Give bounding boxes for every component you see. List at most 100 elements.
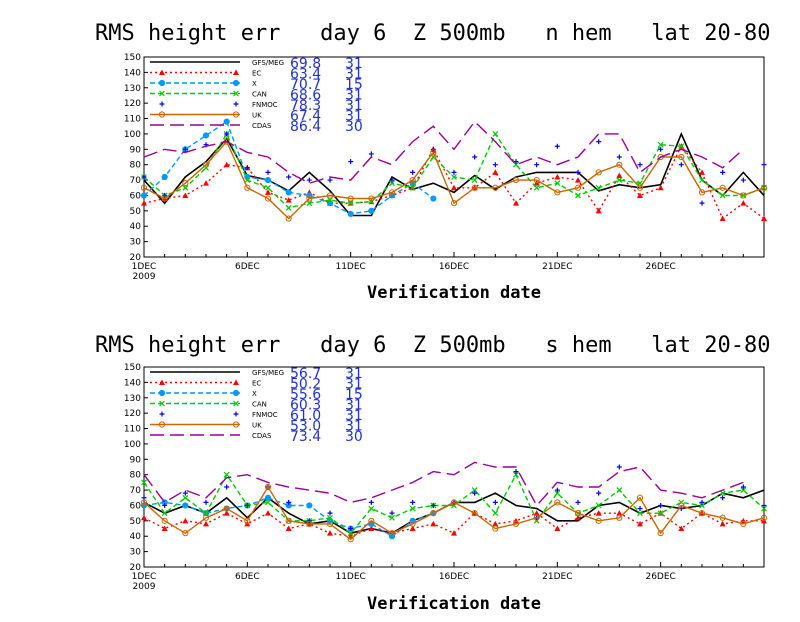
data-point-can [637, 510, 643, 517]
legend-marker-ec [159, 379, 165, 385]
data-point-ec [740, 200, 747, 206]
data-point-uk [161, 517, 168, 524]
data-point-fnmoc [720, 495, 726, 501]
data-point-uk [636, 184, 644, 191]
data-point-ec [223, 161, 230, 168]
data-point-can [203, 510, 209, 517]
data-point-uk [306, 520, 313, 528]
legend-marker-fnmoc [159, 411, 165, 417]
data-point-ec [678, 525, 685, 532]
data-point-ec [719, 215, 726, 222]
y-tick-label: 50 [130, 517, 142, 527]
data-point-fnmoc [327, 177, 333, 183]
data-point-ec [616, 510, 623, 516]
x-tick-label: 26DEC [645, 572, 675, 582]
y-tick-label: 80 [130, 161, 142, 171]
data-point-ec [223, 510, 230, 516]
y-tick-label: 110 [124, 425, 141, 435]
data-point-uk [182, 180, 189, 187]
legend-marker-can [233, 400, 239, 407]
data-point-ec [637, 192, 643, 198]
data-point-uk [388, 530, 396, 537]
legend-marker-ec [233, 69, 239, 75]
plot-area [140, 118, 768, 222]
legend-name-fnmoc: FNMOC [252, 411, 278, 419]
y-axis: 20 30 40 50 60 70 80 90 100 110 120 130 140 150 [124, 53, 148, 263]
y-tick-label: 60 [130, 501, 142, 511]
data-point-fnmoc [492, 499, 498, 505]
data-point-x [161, 173, 168, 181]
x-tick-label: 6DEC [235, 572, 260, 582]
data-point-ec [368, 525, 375, 532]
legend-stat-fnmoc: 61.0 [290, 408, 321, 424]
series-line-x [143, 497, 434, 538]
legend-name-ec: EC [252, 70, 261, 78]
data-point-uk [264, 483, 272, 491]
data-point-uk [347, 536, 354, 543]
data-point-uk [740, 520, 747, 528]
data-point-can [141, 479, 147, 486]
y-tick-label: 70 [130, 176, 142, 186]
data-point-can [761, 505, 767, 512]
legend-marker-ec [233, 379, 239, 385]
y-tick-label: 20 [130, 253, 142, 263]
legend-count-gfs-meg: 31 [345, 56, 363, 72]
data-point-uk [595, 517, 602, 524]
data-point-uk [698, 510, 706, 517]
x-tick-label: 6DEC [235, 262, 260, 272]
data-point-uk [285, 215, 292, 222]
data-point-uk [574, 510, 582, 517]
data-point-ec [141, 200, 147, 206]
data-point-x [368, 207, 375, 214]
y-tick-label: 100 [124, 440, 141, 450]
legend-stat-cdas: 73.4 [290, 429, 321, 445]
legend-name-gfs-meg: GFS/MEG [252, 59, 284, 67]
data-point-can [265, 184, 271, 191]
legend-count-x: 15 [345, 77, 363, 93]
data-point-uk [616, 514, 623, 521]
series-line-gfs-meg [143, 489, 765, 535]
data-point-uk [388, 189, 396, 196]
data-point-can [513, 161, 519, 168]
y-tick-label: 90 [130, 145, 142, 155]
data-point-fnmoc [410, 169, 416, 175]
data-point-can [182, 184, 189, 191]
legend-count-uk: 31 [345, 419, 363, 435]
data-point-x [306, 502, 313, 509]
data-point-fnmoc [472, 490, 478, 496]
y-tick-label: 30 [130, 548, 142, 558]
data-point-fnmoc [224, 484, 230, 490]
data-point-ec [637, 520, 643, 527]
data-point-uk [306, 195, 313, 202]
data-point-ec [141, 514, 147, 521]
data-point-fnmoc [368, 151, 374, 157]
data-point-can [678, 143, 685, 150]
x-tick-label: 1DEC [132, 572, 157, 582]
data-point-ec [575, 514, 581, 521]
data-point-can [368, 505, 375, 512]
data-point-ec [203, 180, 209, 186]
data-point-fnmoc [575, 499, 581, 505]
plot-area [140, 461, 768, 543]
legend-marker-uk [232, 111, 240, 118]
data-point-can [244, 177, 251, 184]
legend-marker-x [158, 389, 166, 397]
data-point-x [202, 132, 210, 139]
data-point-fnmoc [637, 506, 643, 512]
data-point-fnmoc [658, 502, 664, 508]
chart-n-hem: RMS height err day 6 Z 500mb n hem lat 2… [95, 21, 771, 303]
y-tick-label: 80 [130, 471, 142, 481]
data-point-ec [554, 174, 561, 180]
data-point-x [264, 494, 272, 501]
x-tick-label: 1DEC [132, 262, 157, 272]
data-point-can [533, 184, 540, 191]
data-point-fnmoc [616, 464, 622, 470]
legend-marker-uk [158, 111, 166, 118]
x-tick-label-year: 2009 [133, 272, 156, 282]
y-tick-label: 130 [124, 394, 141, 404]
data-point-uk [161, 195, 168, 202]
data-point-can [699, 177, 705, 184]
data-point-fnmoc [699, 200, 705, 206]
data-point-uk [368, 517, 375, 524]
data-point-can [347, 200, 354, 207]
